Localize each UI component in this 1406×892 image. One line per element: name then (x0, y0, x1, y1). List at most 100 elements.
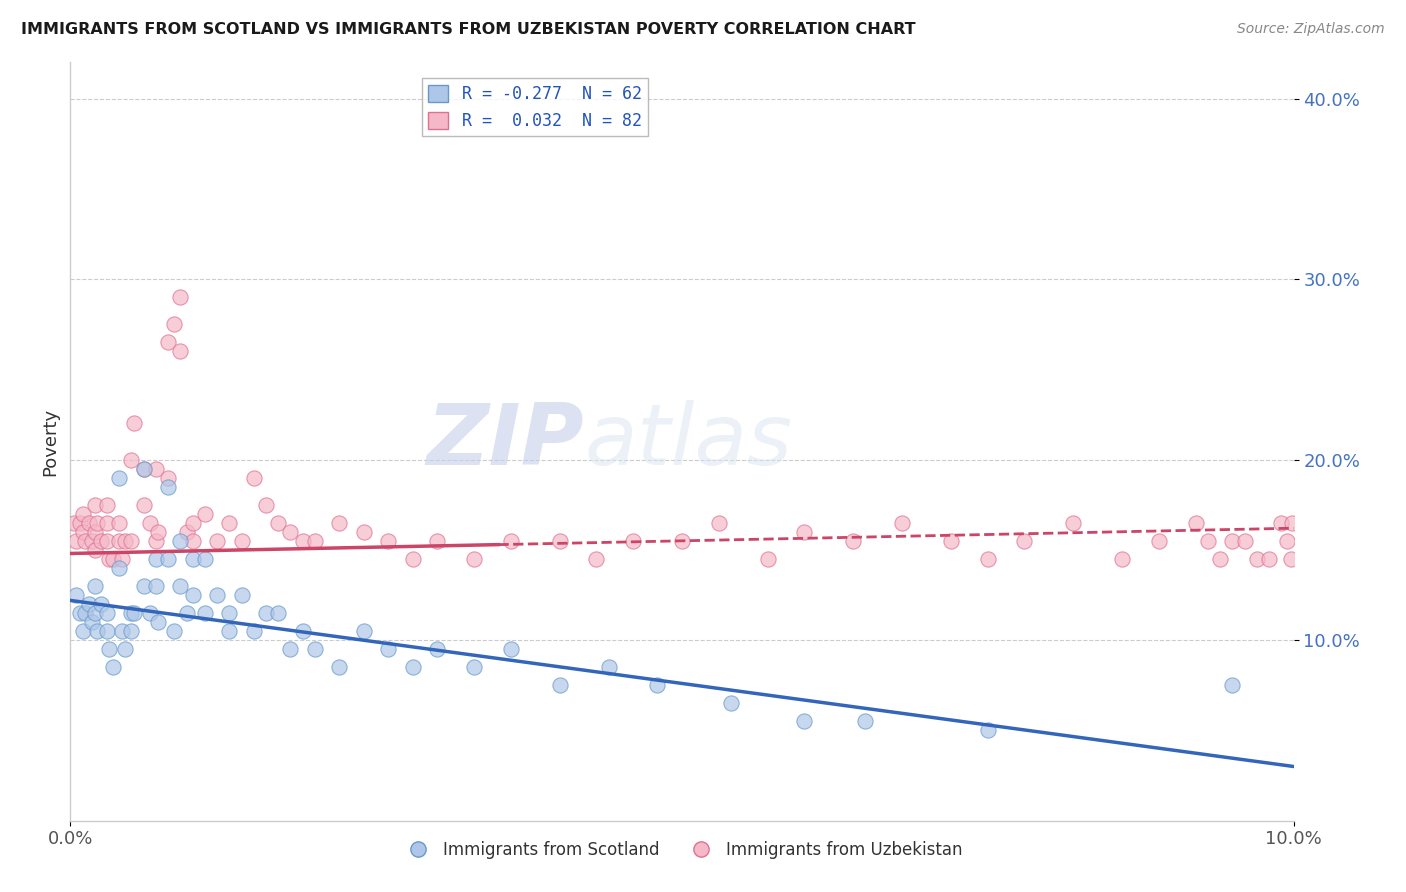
Point (96, 533, 118, 548)
Point (132, 461, 155, 475)
Point (463, 660, 485, 674)
Point (83, 524, 105, 539)
Point (1246, 552, 1268, 566)
Point (163, 317, 186, 331)
Point (402, 552, 425, 566)
Point (181, 588, 204, 602)
Point (114, 533, 136, 548)
Point (148, 615, 170, 629)
Point (83, 498, 105, 512)
Point (169, 344, 191, 359)
Point (756, 552, 779, 566)
Point (63, 516, 86, 530)
Point (145, 552, 167, 566)
Point (145, 579, 167, 593)
Point (122, 606, 145, 620)
Point (96, 606, 118, 620)
Text: ZIP: ZIP (426, 400, 583, 483)
Point (101, 552, 124, 566)
Point (1281, 516, 1303, 530)
Point (1220, 533, 1243, 548)
Point (194, 606, 217, 620)
Point (1197, 533, 1219, 548)
Point (96, 624, 118, 639)
Point (82, 533, 104, 548)
Point (121, 606, 143, 620)
Point (267, 516, 290, 530)
Point (132, 579, 155, 593)
Point (157, 480, 180, 494)
Point (231, 588, 253, 602)
Point (72, 507, 94, 521)
Point (145, 533, 167, 548)
Point (98, 642, 121, 657)
Point (72, 524, 94, 539)
Point (83, 542, 105, 557)
Point (598, 660, 620, 674)
Point (96, 498, 118, 512)
Point (793, 524, 815, 539)
Text: Source: ZipAtlas.com: Source: ZipAtlas.com (1237, 22, 1385, 37)
Point (463, 552, 485, 566)
Point (548, 678, 571, 692)
Point (1233, 533, 1256, 548)
Point (842, 533, 865, 548)
Point (176, 524, 198, 539)
Point (647, 678, 669, 692)
Point (976, 552, 998, 566)
Point (1279, 552, 1302, 566)
Point (169, 290, 191, 304)
Point (65, 533, 87, 548)
Point (1220, 678, 1243, 692)
Legend: Immigrants from Scotland, Immigrants from Uzbekistan: Immigrants from Scotland, Immigrants fro… (395, 834, 969, 865)
Point (499, 642, 522, 657)
Point (181, 552, 204, 566)
Point (163, 624, 186, 639)
Point (108, 516, 131, 530)
Point (69, 606, 91, 620)
Point (328, 516, 350, 530)
Point (132, 498, 155, 512)
Point (1014, 533, 1036, 548)
Point (548, 533, 571, 548)
Point (377, 533, 399, 548)
Point (1062, 516, 1084, 530)
Point (77, 597, 100, 611)
Point (280, 524, 302, 539)
Point (108, 470, 131, 484)
Point (111, 624, 134, 639)
Point (218, 516, 240, 530)
Point (402, 660, 425, 674)
Point (157, 470, 180, 484)
Point (671, 533, 693, 548)
Y-axis label: Poverty: Poverty (41, 408, 59, 475)
Point (86, 516, 108, 530)
Point (157, 335, 180, 350)
Point (267, 606, 290, 620)
Point (169, 533, 191, 548)
Point (1184, 516, 1206, 530)
Point (77, 516, 100, 530)
Point (304, 533, 326, 548)
Point (65, 588, 87, 602)
Point (194, 507, 217, 521)
Point (181, 533, 204, 548)
Point (291, 533, 314, 548)
Point (82, 615, 104, 629)
Point (377, 642, 399, 657)
Point (139, 516, 162, 530)
Point (111, 552, 134, 566)
Point (231, 533, 253, 548)
Point (73, 533, 96, 548)
Point (291, 624, 314, 639)
Point (976, 723, 998, 738)
Point (1258, 552, 1281, 566)
Point (707, 516, 730, 530)
Point (121, 452, 143, 467)
Point (90, 533, 112, 548)
Point (121, 533, 143, 548)
Point (73, 606, 96, 620)
Point (939, 533, 962, 548)
Point (304, 642, 326, 657)
Point (426, 642, 449, 657)
